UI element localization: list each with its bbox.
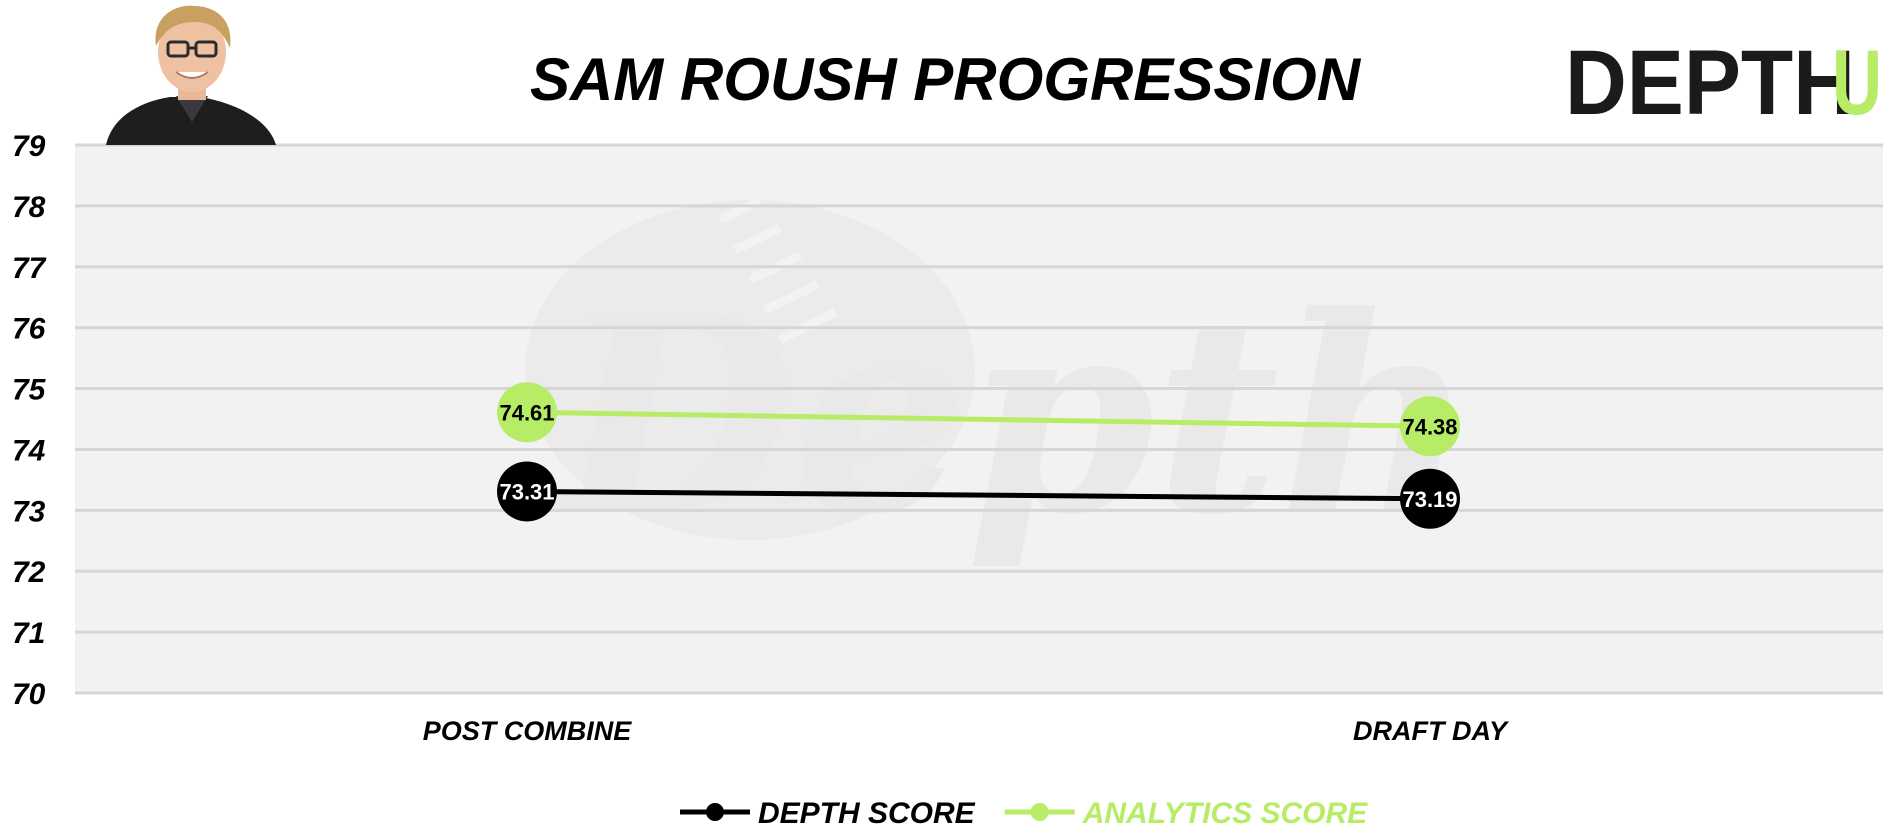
data-point [1400,468,1460,529]
y-tick-label: 75 [12,374,47,407]
y-tick-label: 78 [12,191,46,224]
data-point [1400,396,1460,457]
logo-accent-text: U [1832,32,1882,134]
y-tick-label: 73 [12,495,46,528]
depthu-logo: DEPTH U [1565,32,1882,134]
y-tick-label: 77 [12,252,47,285]
series-layer: 73.31 73.19 74.61 74.38 [497,382,1460,529]
legend-swatch-marker [706,803,724,821]
series-line [526,409,1431,429]
data-label: 74.38 [1402,414,1457,439]
logo-main-text: DEPTH [1565,32,1855,134]
data-label: 73.31 [499,479,554,504]
y-tick-label: 70 [12,678,46,711]
x-tick-label: POST COMBINE [423,716,633,746]
grid-lines [75,143,1883,695]
y-axis-ticks: 70 71 72 73 74 75 76 77 78 79 [12,130,47,711]
data-label: 74.61 [499,400,554,425]
watermark: Depth [525,195,1476,574]
legend-label: DEPTH SCORE [758,797,976,830]
player-photo [106,5,276,145]
y-tick-label: 72 [12,556,46,589]
x-tick-label: DRAFT DAY [1353,716,1510,746]
x-axis-ticks: POST COMBINE DRAFT DAY [423,716,1510,746]
legend-label: ANALYTICS SCORE [1082,797,1368,830]
data-label: 73.19 [1402,487,1457,512]
y-tick-label: 74 [12,434,46,467]
chart-title: SAM ROUSH PROGRESSION [530,46,1362,113]
legend: DEPTH SCORE ANALYTICS SCORE [680,797,1368,830]
y-tick-label: 71 [12,617,45,650]
legend-swatch-marker [1030,803,1049,821]
watermark-laces [717,195,838,345]
series-line [526,488,1431,502]
y-tick-label: 76 [12,313,46,346]
watermark-football-shape [525,200,975,540]
y-tick-label: 79 [12,130,46,163]
data-point [497,461,557,522]
data-point [497,382,557,443]
